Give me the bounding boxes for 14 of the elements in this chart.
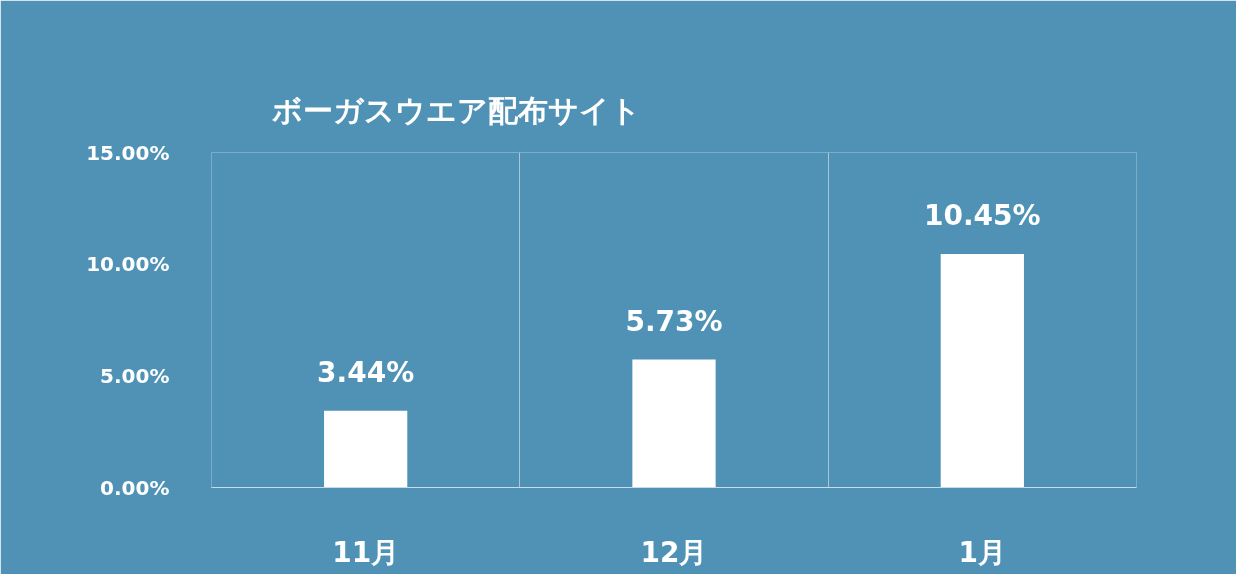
y-tick-label: 15.00%: [86, 140, 170, 165]
bar: [324, 410, 408, 488]
y-tick-label: 0.00%: [100, 475, 170, 500]
bar: [632, 359, 716, 488]
data-label: 10.45%: [924, 199, 1041, 233]
chart-title: ボーガスウエア配布サイト: [271, 92, 641, 128]
x-tick-label: 1月: [958, 535, 1007, 569]
x-tick-label: 11月: [332, 535, 400, 569]
x-tick-label: 12月: [640, 535, 708, 569]
y-tick-label: 10.00%: [86, 252, 170, 277]
data-label: 5.73%: [625, 304, 723, 338]
y-tick-label: 5.00%: [100, 363, 170, 388]
data-label: 3.44%: [317, 355, 415, 389]
bar: [940, 254, 1024, 488]
